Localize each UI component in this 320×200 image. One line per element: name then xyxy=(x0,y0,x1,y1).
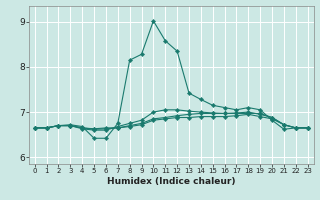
X-axis label: Humidex (Indice chaleur): Humidex (Indice chaleur) xyxy=(107,177,236,186)
